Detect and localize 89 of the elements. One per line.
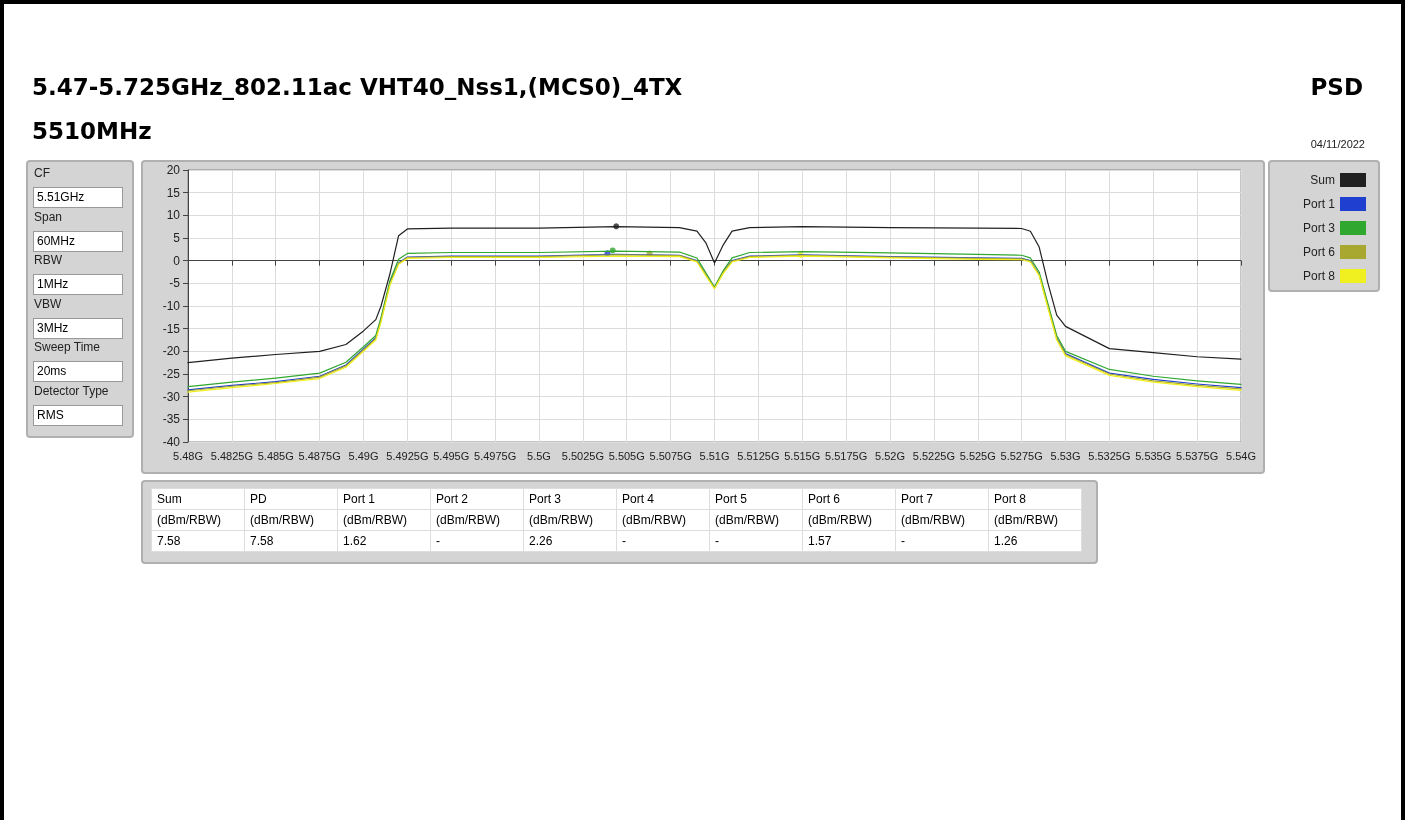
x-tick-label: 5.51G [699, 449, 730, 462]
text: 20ms [33, 361, 123, 382]
text: (dBm/RBW) [709, 509, 803, 531]
x-tick-label: 5.5075G [649, 449, 692, 462]
text: 04/11/2022 [1310, 138, 1365, 150]
text: - [616, 530, 710, 552]
legend-label: Port 3 [1302, 221, 1336, 235]
legend-label: Port 1 [1302, 197, 1336, 211]
text: Port 4 [616, 488, 710, 510]
x-tick-label: 5.5325G [1088, 449, 1131, 462]
x-tick-label: 5.495G [433, 449, 470, 462]
x-tick-label: 5.515G [784, 449, 821, 462]
x-tick-label: 5.485G [257, 449, 294, 462]
text: (dBm/RBW) [151, 509, 245, 531]
text: Port 3 [523, 488, 617, 510]
text: RBW [34, 253, 62, 267]
x-tick-label: 5.525G [959, 449, 996, 462]
x-tick-label: 5.505G [608, 449, 645, 462]
text: (dBm/RBW) [430, 509, 524, 531]
text: Span [34, 209, 63, 224]
y-tick-label: -10 [162, 299, 181, 313]
y-tick-label: 5 [173, 231, 181, 245]
text: 5.51GHz [33, 187, 123, 208]
text: PSD [1310, 74, 1363, 100]
y-tick-label: 0 [173, 253, 181, 268]
text: (dBm/RBW) [616, 509, 710, 531]
y-tick-label: -35 [162, 412, 181, 427]
x-tick-label: 5.5375G [1176, 449, 1219, 462]
y-tick-label: -15 [162, 321, 181, 336]
x-tick-label: 5.4825G [210, 449, 253, 462]
text: Port 7 [895, 488, 989, 510]
text: Port 1 [337, 488, 431, 510]
y-tick-label: 15 [166, 185, 181, 200]
x-tick-label: 5.54G [1226, 449, 1256, 462]
x-tick-label: 5.4975G [474, 449, 517, 462]
chart-subtitle: 5510MHz [32, 118, 152, 144]
text: (dBm/RBW) [895, 509, 989, 531]
x-tick-label: 5.5225G [912, 449, 955, 462]
y-tick-label: -30 [162, 389, 181, 404]
x-tick-label: 5.48G [173, 449, 203, 462]
text: 7.58 [151, 530, 245, 552]
x-tick-label: 5.5125G [737, 449, 780, 462]
x-tick-label: 5.53G [1050, 449, 1081, 462]
x-tick-label: 5.4925G [386, 449, 429, 462]
chart-title: 5.47-5.725GHz_802.11ac VHT40_Nss1,(MCS0)_4TX [32, 74, 683, 100]
y-tick-label: 10 [166, 208, 181, 223]
x-tick-label: 5.5025G [561, 449, 604, 462]
x-tick-label: 5.4875G [298, 449, 341, 462]
text: Port 2 [430, 488, 524, 510]
text: VBW [34, 296, 62, 311]
text: - [709, 530, 803, 552]
x-tick-label: 5.535G [1135, 449, 1172, 462]
text: 1.62 [337, 530, 431, 552]
text: Port 8 [988, 488, 1082, 510]
text: 60MHz [33, 230, 123, 252]
x-tick-label: 5.52G [875, 449, 905, 462]
text: Port 5 [709, 488, 803, 510]
text: - [430, 530, 524, 552]
text: 1MHz [33, 274, 123, 295]
text: CF [34, 166, 50, 180]
text: Sweep Time [34, 340, 101, 354]
legend-label: Sum [1310, 173, 1335, 187]
x-tick-label: 5.5175G [825, 449, 868, 462]
y-tick-label: 20 [166, 163, 181, 177]
y-tick-label: -25 [162, 367, 181, 381]
text: Detector Type [34, 383, 109, 398]
text: - [895, 530, 989, 552]
text: Sum [151, 488, 245, 510]
text: (dBm/RBW) [337, 509, 431, 531]
text: PD [244, 488, 338, 510]
legend-label: Port 8 [1302, 269, 1336, 283]
x-tick-label: 5.49G [348, 449, 379, 462]
text: RMS [33, 404, 123, 426]
text: (dBm/RBW) [523, 509, 617, 531]
text: 2.26 [523, 530, 617, 552]
y-tick-label: -20 [162, 344, 181, 359]
text: 3MHz [33, 317, 123, 339]
text: (dBm/RBW) [244, 509, 338, 531]
y-tick-label: -5 [169, 276, 181, 291]
legend-label: Port 6 [1302, 245, 1336, 259]
text: 1.57 [802, 530, 896, 552]
text: Port 6 [802, 488, 896, 510]
x-tick-label: 5.5G [527, 449, 551, 462]
text: (dBm/RBW) [988, 509, 1082, 531]
text: (dBm/RBW) [802, 509, 896, 531]
y-tick-label: -40 [162, 435, 181, 449]
text: 1.26 [988, 530, 1082, 552]
text: 7.58 [244, 530, 338, 552]
x-tick-label: 5.5275G [1000, 449, 1043, 462]
